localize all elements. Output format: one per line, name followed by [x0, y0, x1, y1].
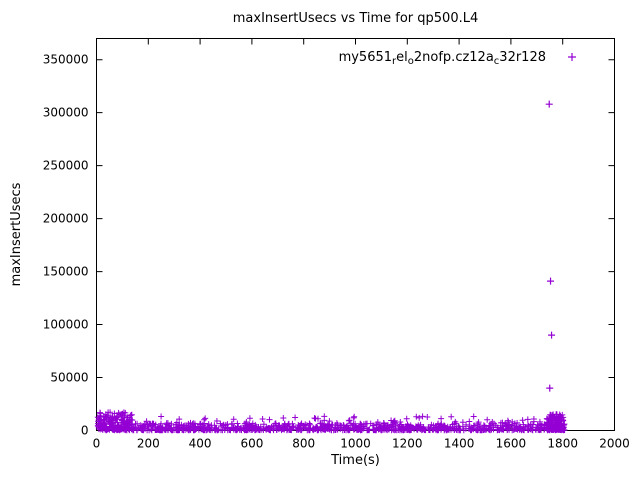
axis-ticks [96, 38, 615, 431]
y-tick-label: 0 [81, 424, 89, 438]
x-tick-label: 0 [93, 437, 101, 451]
x-tick-label: 1400 [444, 437, 475, 451]
y-tick-label: 350000 [43, 53, 89, 67]
x-axis-label: Time(s) [330, 453, 380, 468]
x-tick-label: 200 [137, 437, 160, 451]
y-tick-label: 50000 [50, 371, 88, 385]
x-tick-label: 1000 [340, 437, 371, 451]
x-tick-label: 1200 [392, 437, 423, 451]
x-tick-label: 400 [189, 437, 212, 451]
y-tick-label: 300000 [43, 106, 89, 120]
y-tick-label: 200000 [43, 212, 89, 226]
x-tick-label: 1600 [496, 437, 527, 451]
legend-marker [568, 53, 576, 61]
outlier-points [545, 100, 556, 392]
y-tick-label: 100000 [43, 318, 89, 332]
y-axis-label: maxInsertUsecs [9, 182, 24, 286]
x-tick-label: 800 [292, 437, 315, 451]
x-tick-label: 2000 [599, 437, 630, 451]
x-tick-label: 600 [240, 437, 263, 451]
y-tick-label: 250000 [43, 159, 89, 173]
data-points [94, 409, 568, 434]
x-tick-label: 1800 [547, 437, 578, 451]
plot-title: maxInsertUsecs vs Time for qp500.L4 [233, 11, 478, 26]
y-tick-label: 150000 [43, 265, 89, 279]
legend-label: my5651relo2nofp.cz12ac32r128 [339, 50, 546, 67]
plot-border [96, 38, 615, 431]
